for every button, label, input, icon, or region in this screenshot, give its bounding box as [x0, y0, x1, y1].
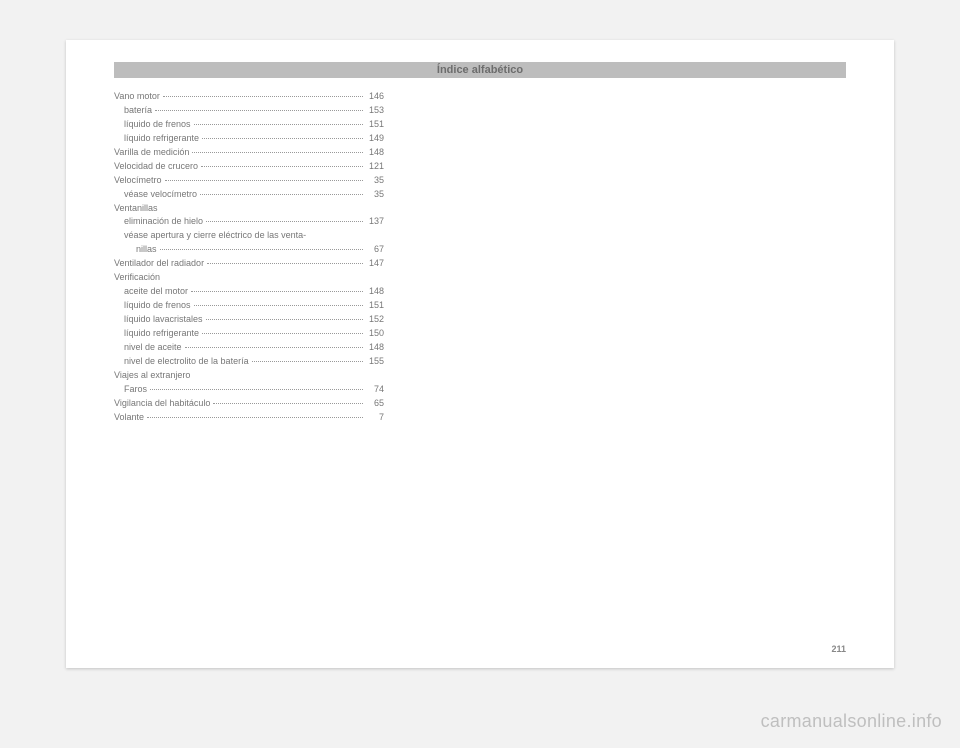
- index-entry-page: 35: [366, 174, 384, 188]
- index-entry: Vano motor 146: [114, 90, 384, 104]
- index-entry: Viajes al extranjero: [114, 369, 384, 383]
- index-entry-label: líquido de frenos: [124, 118, 191, 132]
- index-entry-label: véase apertura y cierre eléctrico de las…: [124, 229, 306, 243]
- index-entry-leader: [192, 152, 363, 153]
- index-entry-label: Ventanillas: [114, 202, 158, 216]
- index-entry: Volante 7: [114, 411, 384, 425]
- index-column: Vano motor146batería153líquido de frenos…: [114, 90, 384, 425]
- index-entry-label: Verificación: [114, 271, 160, 285]
- index-entry: líquido refrigerante 150: [114, 327, 384, 341]
- index-entry: líquido refrigerante 149: [114, 132, 384, 146]
- index-entry-page: 147: [366, 257, 384, 271]
- index-entry-page: 148: [366, 341, 384, 355]
- index-entry-page: 35: [366, 188, 384, 202]
- index-entry-leader: [191, 291, 363, 292]
- index-entry-label: Varilla de medición: [114, 146, 189, 160]
- page-number: 211: [831, 644, 846, 654]
- index-entry-label: Velocidad de crucero: [114, 160, 198, 174]
- index-entry: líquido lavacristales 152: [114, 313, 384, 327]
- index-entry-leader: [165, 180, 363, 181]
- index-entry: nivel de aceite 148: [114, 341, 384, 355]
- index-entry-label: eliminación de hielo: [124, 215, 203, 229]
- index-entry-leader: [213, 403, 363, 404]
- index-entry-label: Velocímetro: [114, 174, 162, 188]
- index-entry-label: Ventilador del radiador: [114, 257, 204, 271]
- index-entry: véase velocímetro 35: [114, 188, 384, 202]
- index-entry-leader: [202, 138, 363, 139]
- index-entry-label: Volante: [114, 411, 144, 425]
- index-entry-leader: [200, 194, 363, 195]
- index-entry-leader: [201, 166, 363, 167]
- index-entry: eliminación de hielo 137: [114, 215, 384, 229]
- index-entry-page: 153: [366, 104, 384, 118]
- index-entry-page: 67: [366, 243, 384, 257]
- index-entry: Ventilador del radiador 147: [114, 257, 384, 271]
- index-entry-label: nivel de electrolito de la batería: [124, 355, 249, 369]
- index-entry-label: nivel de aceite: [124, 341, 182, 355]
- index-entry: nillas 67: [114, 243, 384, 257]
- index-entry-page: 146: [366, 90, 384, 104]
- watermark: carmanualsonline.info: [761, 711, 942, 732]
- index-entry: nivel de electrolito de la batería 155: [114, 355, 384, 369]
- index-entry: Varilla de medición 148: [114, 146, 384, 160]
- index-entry: Faros 74: [114, 383, 384, 397]
- index-entry-leader: [185, 347, 363, 348]
- index-entry-leader: [206, 221, 363, 222]
- index-entry-label: Vano motor: [114, 90, 160, 104]
- index-entry-label: Faros: [124, 383, 147, 397]
- index-entry: Ventanillas: [114, 202, 384, 216]
- index-entry: líquido de frenos 151: [114, 299, 384, 313]
- index-entry-page: 152: [366, 313, 384, 327]
- index-entry-page: 149: [366, 132, 384, 146]
- index-entry: Verificación: [114, 271, 384, 285]
- index-entry: aceite del motor 148: [114, 285, 384, 299]
- index-entry-label: aceite del motor: [124, 285, 188, 299]
- index-entry-page: 151: [366, 118, 384, 132]
- index-entry-page: 65: [366, 397, 384, 411]
- index-entry-label: Viajes al extranjero: [114, 369, 190, 383]
- index-entry-label: véase velocímetro: [124, 188, 197, 202]
- index-entry-leader: [160, 249, 363, 250]
- document-page: Índice alfabético Vano motor 146 batería 15…: [66, 40, 894, 668]
- index-entry-leader: [147, 417, 363, 418]
- index-entry-page: 150: [366, 327, 384, 341]
- index-entry-label: líquido refrigerante: [124, 327, 199, 341]
- index-entry: líquido de frenos 151: [114, 118, 384, 132]
- index-entry-label: Vigilancia del habitáculo: [114, 397, 210, 411]
- index-entry-page: 137: [366, 215, 384, 229]
- index-entry-page: 155: [366, 355, 384, 369]
- index-entry-page: 148: [366, 146, 384, 160]
- index-entry-page: 121: [366, 160, 384, 174]
- index-entry: batería 153: [114, 104, 384, 118]
- index-entry-leader: [194, 124, 363, 125]
- index-entry: Velocímetro 35: [114, 174, 384, 188]
- index-entry-leader: [207, 263, 363, 264]
- index-entry-label: líquido lavacristales: [124, 313, 203, 327]
- index-entry: Velocidad de crucero 121: [114, 160, 384, 174]
- index-entry-page: 148: [366, 285, 384, 299]
- index-entry-leader: [163, 96, 363, 97]
- index-entry-leader: [155, 110, 363, 111]
- index-entry-label: líquido refrigerante: [124, 132, 199, 146]
- index-entry-leader: [194, 305, 363, 306]
- index-entry-label: batería: [124, 104, 152, 118]
- index-entry: véase apertura y cierre eléctrico de las…: [114, 229, 384, 243]
- index-entry-page: 74: [366, 383, 384, 397]
- index-entry-page: 7: [366, 411, 384, 425]
- index-entry-label: líquido de frenos: [124, 299, 191, 313]
- index-entry-leader: [252, 361, 363, 362]
- index-entry-label: nillas: [136, 243, 157, 257]
- index-entry-leader: [150, 389, 363, 390]
- index-entry-leader: [202, 333, 363, 334]
- index-entry: Vigilancia del habitáculo 65: [114, 397, 384, 411]
- index-entry-page: 151: [366, 299, 384, 313]
- index-header: Índice alfabético: [114, 62, 846, 78]
- index-entry-leader: [206, 319, 363, 320]
